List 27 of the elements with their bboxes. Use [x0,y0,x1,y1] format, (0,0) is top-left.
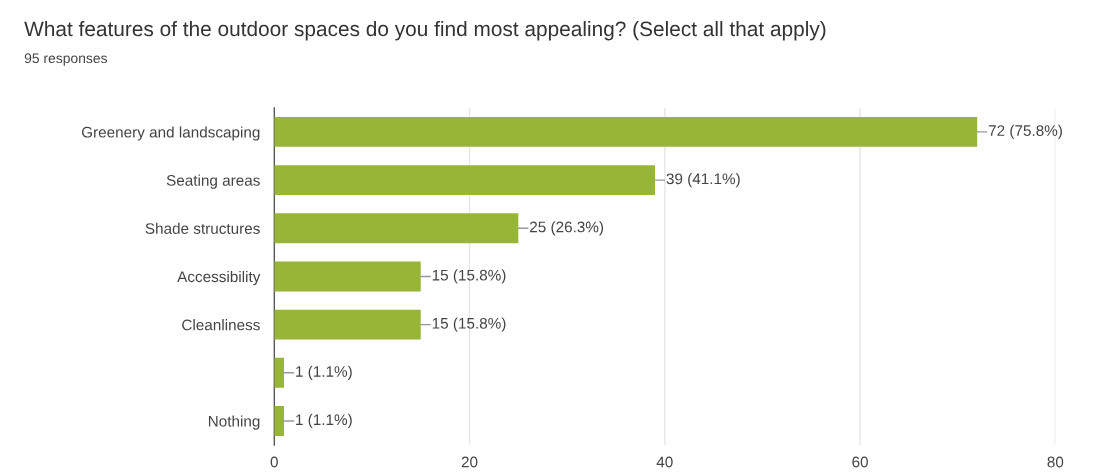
bar [274,213,519,244]
y-tick-label: Greenery and landscaping [81,126,260,141]
x-tick-label: 60 [852,456,868,468]
bar [274,116,978,147]
data-label: 15 (15.8%) [432,269,506,284]
chart-title: What features of the outdoor spaces do you find most appealing? (Select all that apply) [24,20,826,41]
y-tick-label: Cleanliness [182,319,260,331]
bar [274,309,421,340]
data-label: 39 (41.1%) [666,172,740,188]
text: 95 responses [24,53,108,66]
x-tick-label: 80 [1047,456,1064,468]
y-tick-label: Nothing [208,415,260,430]
x-tick-label: 20 [461,456,478,468]
data-label: 25 (26.3%) [530,221,604,236]
x-tick-label: 0 [270,456,278,468]
x-tick-label: 40 [656,456,673,468]
bar [274,261,421,292]
y-tick-label: Accessibility [177,270,261,286]
bar [274,165,656,196]
y-tick-label: Seating areas [166,174,260,189]
y-tick-label: Shade structures [145,222,260,234]
data-label: 15 (15.8%) [432,317,506,332]
data-label: 72 (75.8%) [988,124,1062,140]
data-label: 1 (1.1%) [296,413,352,429]
bar [274,357,285,388]
bar [274,406,285,436]
data-label: 1 (1.1%) [296,365,352,380]
